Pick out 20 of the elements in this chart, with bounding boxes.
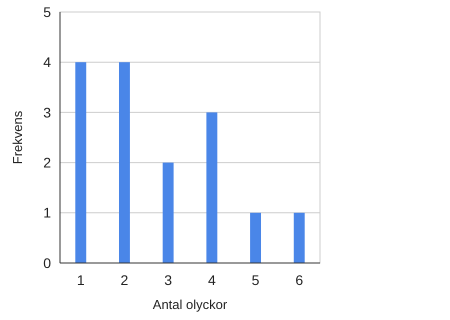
y-tick-label: 1 — [43, 204, 52, 221]
bar — [206, 112, 218, 263]
bar — [162, 162, 174, 263]
x-tick-label: 4 — [208, 272, 216, 288]
y-tick-label: 5 — [43, 4, 52, 20]
x-axis-title: Antal olyckor — [152, 297, 228, 312]
x-tick-label: 3 — [164, 272, 172, 288]
x-tick-label: 1 — [76, 272, 85, 288]
bar — [118, 62, 130, 263]
y-tick-label: 4 — [43, 54, 52, 70]
y-tick-label: 0 — [43, 254, 52, 271]
y-axis-title: Frekvens — [10, 110, 25, 164]
x-tick-label: 5 — [252, 272, 260, 288]
bar — [250, 212, 262, 263]
x-tick-label: 6 — [295, 272, 304, 288]
y-tick-label: 2 — [43, 154, 52, 170]
bar — [75, 62, 86, 263]
y-tick-label: 3 — [43, 104, 52, 120]
x-tick-label: 2 — [120, 272, 129, 288]
bar — [294, 212, 305, 263]
